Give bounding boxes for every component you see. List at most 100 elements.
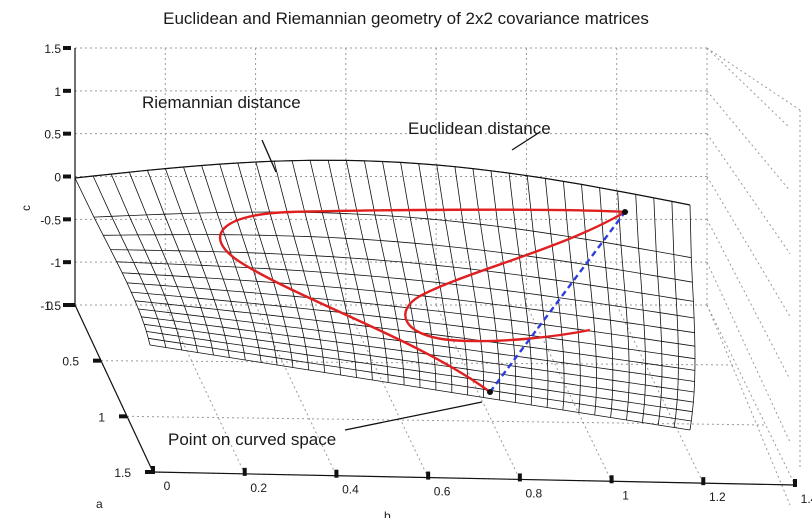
axes-box — [74, 47, 801, 486]
mesh-col-23 — [490, 170, 517, 403]
grid-floor-b-6 — [616, 304, 704, 484]
x-tick-mark-0 — [67, 303, 75, 307]
mesh-col-8 — [219, 163, 278, 366]
x-tick-mark-1 — [93, 358, 101, 363]
grid-floor-b-4 — [435, 304, 521, 480]
mesh-row-0 — [74, 159, 691, 206]
mesh-col-6 — [183, 166, 246, 361]
z-tick-mark-2 — [63, 131, 71, 136]
grid-side-z-2 — [706, 133, 791, 254]
mesh-row-8 — [134, 300, 695, 371]
mesh-col-24 — [508, 173, 533, 406]
leader-riemannian — [261, 139, 277, 173]
mesh-col-12 — [291, 160, 341, 376]
surface-mesh — [74, 159, 696, 431]
mesh-col-1 — [92, 175, 167, 348]
y-tick-label-5: 1 — [622, 488, 629, 502]
leader-point — [344, 401, 483, 431]
mesh-col-5 — [165, 168, 230, 358]
y-tick-label-0: 0 — [164, 479, 171, 493]
y-tick-mark-4 — [517, 473, 522, 482]
x-axis-label: a — [96, 497, 103, 511]
y-tick-mark-1 — [242, 467, 247, 476]
grid-floor-a-2 — [126, 415, 766, 426]
mesh-col-13 — [309, 160, 357, 378]
axis-edge-back-right — [706, 47, 801, 111]
mesh-col-29 — [599, 187, 614, 418]
endpoint-near — [487, 389, 493, 395]
mesh-col-21 — [454, 166, 485, 398]
annotation-riemannian-distance: Riemannian distance — [142, 93, 301, 112]
axis-edge-a — [74, 304, 154, 473]
mesh-col-18 — [400, 162, 437, 391]
euclidean-segment — [489, 211, 626, 393]
mesh-col-19 — [418, 163, 453, 393]
grid-floor-a-1 — [100, 360, 737, 366]
mesh-col-10 — [255, 161, 310, 371]
axis-edge-b — [152, 471, 796, 486]
mesh-col-15 — [345, 160, 389, 383]
grid-floor-b-7 — [706, 304, 796, 486]
z-axis-label: c — [19, 205, 33, 211]
y-tick-label-2: 0.4 — [342, 483, 359, 497]
grid-floor-b-1 — [164, 304, 246, 475]
y-tick-mark-6 — [701, 477, 706, 486]
mesh-col-31 — [635, 194, 646, 423]
annotation-point-on-curved-space: Point on curved space — [168, 430, 336, 449]
y-axis-label: b — [384, 509, 391, 518]
z-tick-label-5: -1 — [50, 256, 61, 270]
z-tick-mark-0 — [63, 46, 71, 50]
riemannian-geodesic — [219, 208, 630, 393]
grid-side-z-1 — [706, 90, 791, 192]
mesh-col-14 — [327, 160, 373, 381]
mesh-col-2 — [110, 173, 183, 351]
z-tick-label-3: 0 — [54, 171, 61, 185]
mesh-col-34 — [689, 204, 696, 431]
mesh-col-30 — [617, 190, 630, 421]
y-tick-label-7: 1.4 — [801, 492, 812, 506]
grid-side-z-6 — [706, 304, 791, 506]
z-tick-label-6: -1.5 — [40, 299, 61, 313]
mesh-ridge — [74, 159, 691, 206]
y-tick-label-6: 1.2 — [709, 490, 726, 504]
y-tick-mark-0 — [151, 466, 155, 474]
y-tick-label-3: 0.6 — [434, 485, 451, 499]
mesh-col-16 — [364, 160, 405, 386]
y-tick-mark-5 — [609, 475, 614, 484]
mesh-col-11 — [273, 161, 326, 373]
y-tick-mark-7 — [793, 479, 797, 487]
x-tick-label-2: 1 — [98, 410, 105, 424]
grid-side-z-0 — [706, 47, 791, 129]
mesh-col-28 — [581, 184, 598, 416]
y-tick-label-1: 0.2 — [250, 481, 267, 495]
geodesic-layer — [219, 131, 630, 431]
mesh-col-33 — [671, 201, 679, 428]
mesh-col-9 — [237, 162, 294, 368]
y-tick-label-4: 0.8 — [526, 486, 543, 500]
mesh-col-27 — [563, 181, 581, 413]
grid-side-z-4 — [706, 219, 791, 380]
mesh-col-4 — [147, 170, 214, 356]
mesh-col-0 — [74, 177, 151, 346]
x-tick-mark-3 — [145, 470, 153, 474]
z-tick-label-2: 0.5 — [44, 128, 61, 142]
z-tick-label-4: -0.5 — [40, 213, 61, 227]
z-tick-label-0: 1.5 — [44, 42, 61, 56]
z-tick-mark-3 — [63, 174, 71, 179]
x-tick-mark-2 — [119, 414, 127, 419]
endpoint-far — [622, 209, 628, 215]
y-tick-mark-3 — [426, 471, 431, 480]
x-tick-label-1: 0.5 — [62, 355, 79, 369]
mesh-col-7 — [201, 165, 262, 363]
z-tick-mark-4 — [63, 217, 71, 222]
z-tick-mark-1 — [63, 88, 71, 93]
mesh-col-3 — [128, 172, 198, 353]
x-tick-label-3: 1.5 — [114, 466, 131, 480]
z-tick-mark-5 — [63, 260, 71, 265]
x-tick-label-0: 0 — [46, 299, 53, 313]
grid-floor-b-2 — [255, 304, 337, 476]
grid-floor-b-3 — [345, 304, 429, 478]
y-tick-mark-2 — [334, 469, 339, 478]
grid-side-z-5 — [706, 261, 791, 443]
